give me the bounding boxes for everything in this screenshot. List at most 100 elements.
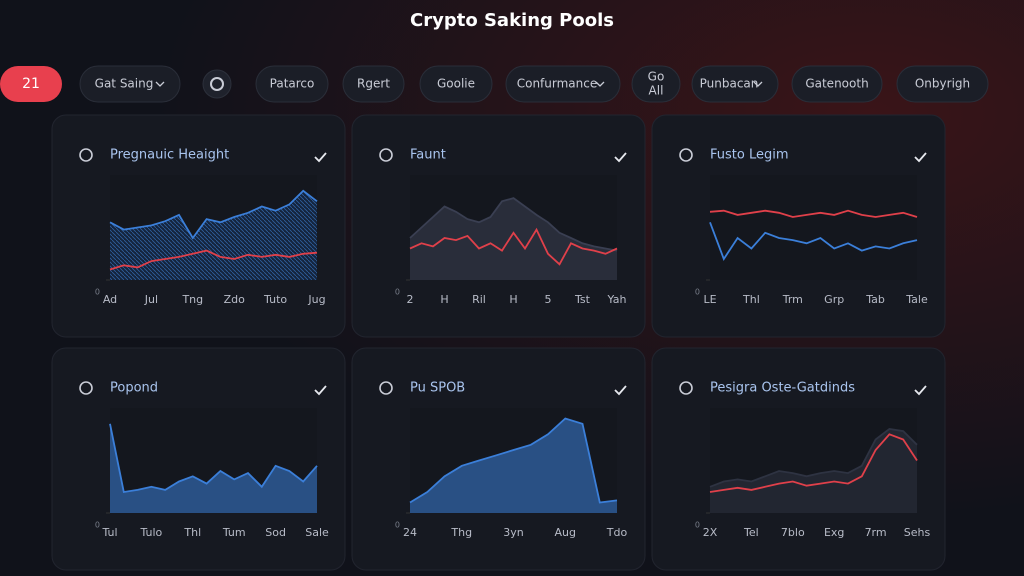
x-tick-label: Sod <box>265 526 286 539</box>
area <box>110 190 317 280</box>
x-tick-label: Tng <box>181 293 203 306</box>
x-tick-label: Thl <box>742 293 760 306</box>
card-title: Popond <box>110 381 158 396</box>
button-label: 21 <box>22 76 40 92</box>
button-bg[interactable] <box>255 65 329 103</box>
y-tick-label: 0 <box>395 521 400 530</box>
button-bg[interactable] <box>791 65 883 103</box>
button-bg[interactable] <box>419 65 493 103</box>
card-icon <box>679 148 693 162</box>
button-label: Gat Saing <box>95 77 154 91</box>
card-icon <box>79 381 93 395</box>
toolbar: 21 Gat Saing Patarco Rgert Goolie Confurmance… <box>0 65 989 103</box>
toolbar-button[interactable] <box>202 69 232 99</box>
button-label: Gatenooth <box>805 77 868 91</box>
x-tick-label: 24 <box>403 526 417 539</box>
button-bg[interactable] <box>896 65 989 103</box>
check-icon <box>314 385 327 396</box>
line <box>709 433 918 493</box>
line <box>409 417 618 504</box>
button-bg[interactable] <box>342 65 405 103</box>
line <box>109 423 318 494</box>
x-tick-label: 7rm <box>865 526 887 539</box>
button-label: Go <box>648 70 665 84</box>
x-tick-label: 5 <box>545 293 552 306</box>
toolbar-button[interactable]: 21 <box>0 66 62 102</box>
toolbar-button[interactable]: Confurmance <box>505 65 621 103</box>
x-tick-label: H <box>509 293 517 306</box>
check-icon <box>614 152 627 163</box>
line <box>709 209 918 218</box>
x-tick-label: Zdo <box>224 293 246 306</box>
x-tick-label: Trm <box>782 293 803 306</box>
area <box>110 423 317 513</box>
x-tick-label: Ril <box>472 293 486 306</box>
toolbar-button[interactable]: Patarco <box>255 65 329 103</box>
icon <box>210 77 224 91</box>
toolbar-button[interactable]: Punbacan <box>691 65 779 103</box>
line <box>109 249 318 271</box>
toolbar-button[interactable]: Onbyrigh <box>896 65 989 103</box>
button-label: Goolie <box>437 77 475 91</box>
card-title: Faunt <box>410 148 446 163</box>
x-tick-label: Ad <box>103 293 117 306</box>
card: Fusto Legim 0LE Thl Trm Grp Tab Tale <box>651 114 946 338</box>
y-tick-label: 0 <box>95 521 100 530</box>
x-tick-label: Sehs <box>904 526 931 539</box>
button-label: Onbyrigh <box>915 77 970 91</box>
x-tick-label: Jug <box>307 293 325 306</box>
check-icon <box>614 385 627 396</box>
button-bg[interactable] <box>79 65 181 103</box>
line <box>409 227 618 266</box>
button-bg[interactable] <box>691 65 779 103</box>
x-tick-label: Sale <box>305 526 329 539</box>
toolbar-button[interactable]: Gat Saing <box>79 65 181 103</box>
button-bg[interactable] <box>631 65 681 103</box>
icon-button[interactable] <box>202 69 232 99</box>
x-tick-label: Tdo <box>606 526 628 539</box>
x-tick-label: Thg <box>450 526 472 539</box>
x-tick-label: Tulo <box>139 526 162 539</box>
chevron <box>753 81 763 87</box>
check-icon <box>914 385 927 396</box>
card: Pu SPOB 024 Thg 3yn Aug Tdo <box>351 347 646 571</box>
x-tick-label: 2X <box>703 526 718 539</box>
card-title: Fusto Legim <box>710 148 789 163</box>
x-tick-label: Aug <box>555 526 576 539</box>
button-label: All <box>649 84 664 98</box>
plot-bg <box>710 175 917 280</box>
button-bg[interactable] <box>0 66 62 102</box>
button-bg[interactable] <box>505 65 621 103</box>
x-tick-label: Tst <box>574 293 591 306</box>
toolbar-button[interactable]: Rgert <box>342 65 405 103</box>
x-tick-label: Exg <box>824 526 844 539</box>
button-label: Rgert <box>357 77 390 91</box>
y-tick-label: 0 <box>95 288 100 297</box>
x-tick-label: Tab <box>865 293 885 306</box>
x-tick-label: Tum <box>222 526 246 539</box>
chevron <box>155 81 165 87</box>
toolbar-button[interactable]: Goolie <box>419 65 493 103</box>
line <box>409 197 618 252</box>
x-tick-label: 3yn <box>503 526 524 539</box>
x-tick-label: 2 <box>407 293 414 306</box>
x-tick-label: Yah <box>607 293 627 306</box>
x-tick-label: Jul <box>144 293 158 306</box>
x-tick-label: Grp <box>824 293 844 306</box>
y-tick-label: 0 <box>395 288 400 297</box>
card: Pregnauic Heaight 0Ad Jul Tng Zdo Tuto Jug <box>51 114 346 338</box>
button-label: Punbacan <box>700 77 759 91</box>
area <box>710 429 917 513</box>
line <box>709 428 918 488</box>
area <box>410 198 617 280</box>
toolbar-button[interactable]: Gatenooth <box>791 65 883 103</box>
card-title: Pesigra Oste-Gatdinds <box>710 381 855 396</box>
line <box>709 221 918 261</box>
x-tick-label: LE <box>703 293 716 306</box>
check-icon <box>914 152 927 163</box>
line <box>109 189 318 240</box>
x-tick-label: Tale <box>905 293 928 306</box>
